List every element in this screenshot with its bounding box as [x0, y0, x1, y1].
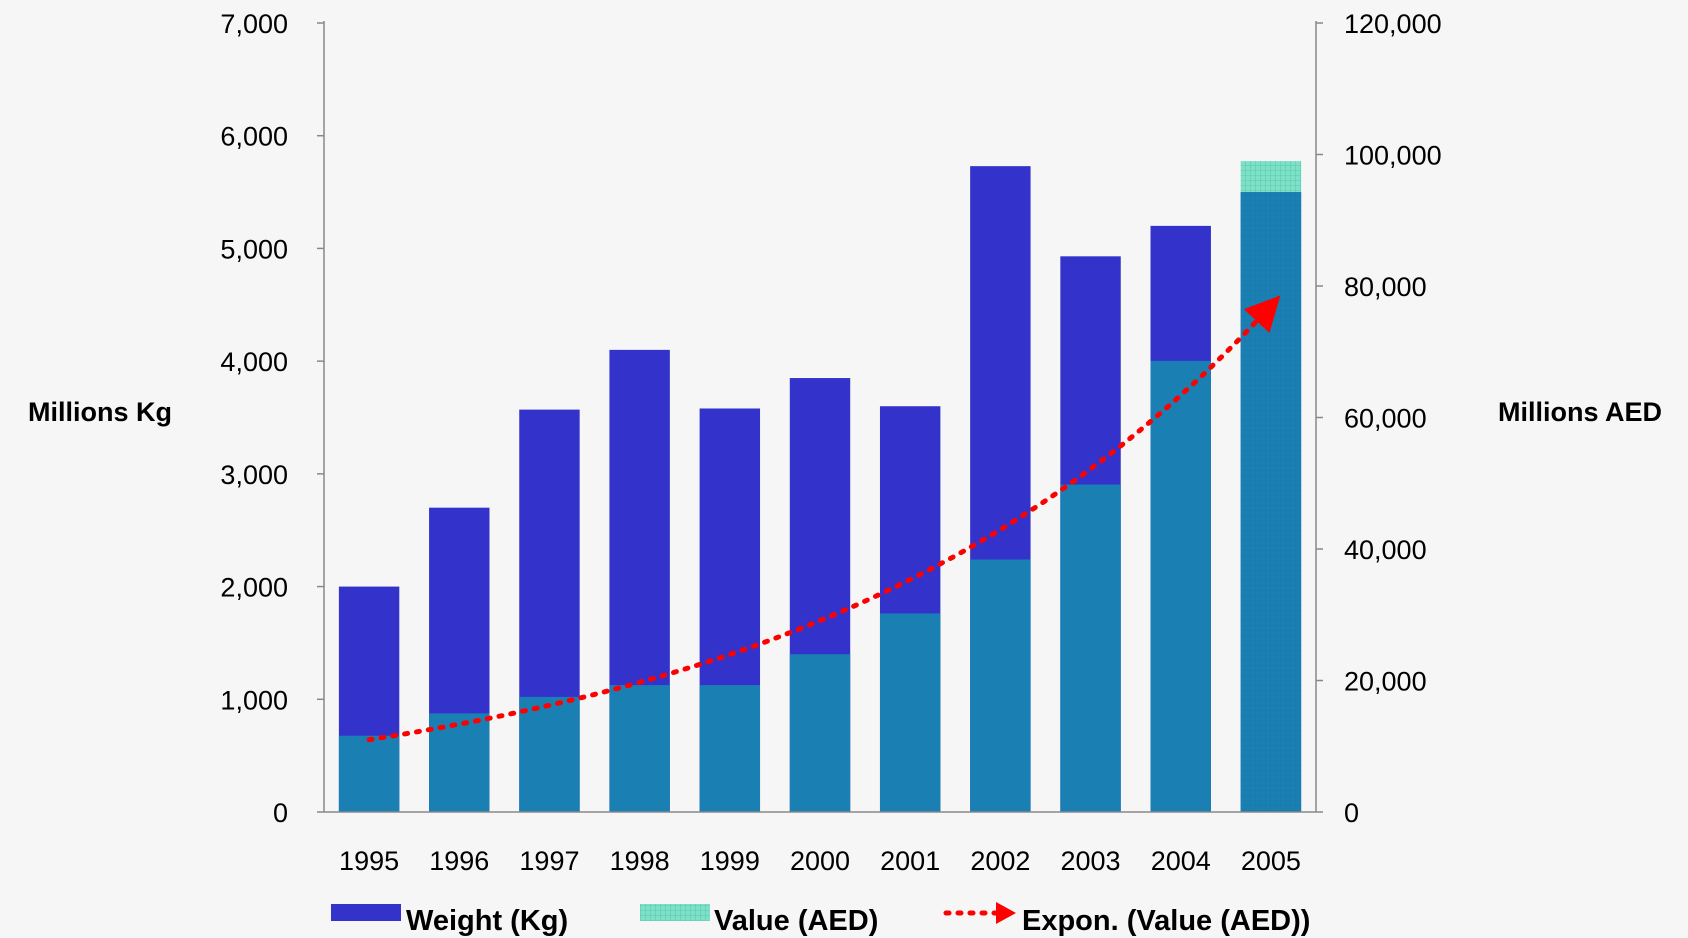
- right-axis-label: Millions AED: [1498, 397, 1662, 427]
- legend-label-trend: Expon. (Value (AED)): [1022, 905, 1310, 937]
- value-bar-2003: [1060, 484, 1121, 812]
- left-axis-label: Millions Kg: [28, 397, 172, 427]
- trendline-group: [366, 295, 1281, 743]
- trendline: [366, 295, 1281, 743]
- right-tick-label: 80,000: [1344, 272, 1427, 302]
- axes-group: [317, 21, 1323, 813]
- left-tick-label: 1,000: [220, 685, 288, 715]
- legend-label-value: Value (AED): [714, 905, 878, 937]
- x-tick-label: 1995: [339, 846, 399, 876]
- left-tick-label: 5,000: [220, 234, 288, 264]
- value-bar-2004: [1150, 360, 1211, 812]
- right-tick-label: 20,000: [1344, 667, 1427, 697]
- x-tick-label: 2002: [970, 846, 1030, 876]
- value-bar-2002: [970, 559, 1031, 812]
- x-tick-label: 2003: [1061, 846, 1121, 876]
- left-tick-label: 7,000: [220, 9, 288, 39]
- right-tick-label: 40,000: [1344, 535, 1427, 565]
- value-bar-2001: [879, 613, 941, 812]
- bars-group: [338, 161, 1302, 813]
- value-bar-1997: [519, 696, 580, 812]
- right-tick-label: 60,000: [1344, 404, 1427, 434]
- legend: Weight (Kg) Value (AED) Expon. (Value (AED…: [331, 902, 1310, 937]
- value-bar-1995: [338, 735, 400, 812]
- left-tick-label: 2,000: [220, 573, 288, 603]
- legend-swatch-value: [640, 904, 710, 921]
- ticks-group: 0 1,000 2,000 3,000 4,000 5,000 6,000 7,000 0 20,…: [220, 9, 1441, 876]
- x-tick-label: 2000: [790, 846, 850, 876]
- value-bar-2005: [1240, 192, 1302, 813]
- value-bar-cap-2005: [1240, 161, 1302, 193]
- x-tick-label: 2004: [1151, 846, 1211, 876]
- right-tick-label: 100,000: [1344, 141, 1442, 171]
- left-tick-label: 0: [273, 798, 288, 828]
- value-bar-2000: [789, 654, 851, 812]
- legend-label-weight: Weight (Kg): [406, 905, 568, 937]
- x-tick-label: 1998: [610, 846, 670, 876]
- left-tick-label: 4,000: [220, 347, 288, 377]
- value-bar-1998: [609, 685, 670, 812]
- value-bar-1999: [699, 685, 761, 812]
- x-tick-label: 1997: [519, 846, 579, 876]
- x-tick-label: 1999: [700, 846, 760, 876]
- left-tick-label: 6,000: [220, 122, 288, 152]
- legend-swatch-weight: [331, 904, 401, 921]
- x-tick-label: 2001: [880, 846, 940, 876]
- x-tick-label: 2005: [1241, 846, 1301, 876]
- right-tick-label: 120,000: [1344, 9, 1442, 39]
- legend-arrow-icon: [996, 902, 1016, 924]
- left-tick-label: 3,000: [220, 460, 288, 490]
- right-tick-label: 0: [1344, 798, 1359, 828]
- x-tick-label: 1996: [429, 846, 489, 876]
